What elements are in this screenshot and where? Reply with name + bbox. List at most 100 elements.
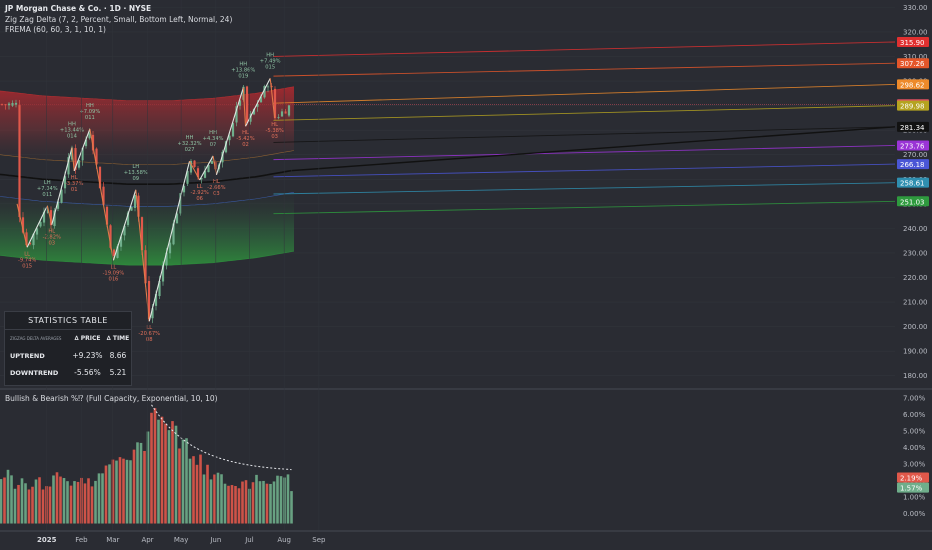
candle-bull [263,86,266,98]
indicator-bar-bull [157,419,160,524]
projection-line [273,182,896,195]
indicator-bar-bull [223,483,227,524]
chart-title: JP Morgan Chase & Co. · 1D · NYSE [5,4,152,13]
zigzag-labels: LL -9.74% 015 LH +7.04% 011 HL -2.82% 03 HH +13.44… [18,52,284,343]
indicator-value-label: 2.19% [900,474,923,482]
price-tag [897,177,929,188]
zigzag-segment [51,147,73,225]
indicator-bar-bull [139,442,143,524]
indicator-bar-bear [199,454,202,524]
indicator-bar-bear [69,485,73,524]
candle-bull [11,103,14,106]
indicator-bar-bear [244,480,248,524]
candle-bear [109,225,112,248]
price-axis-tick: 220.00 [903,274,928,282]
indicator-axis-tick: 6.00% [903,411,926,419]
indicator-axis-tick: 4.00% [903,444,926,452]
zigzag-pivot-label: HH +4.34% 07 [203,130,224,148]
candle-bear [140,217,144,251]
indicator-bar-bear [206,464,209,524]
indicator-bar-bull [286,474,290,524]
zigzag-segment [16,203,28,248]
indicator-bar-bear [31,486,34,524]
price-tag [897,159,929,170]
price-tag-label: 315.90 [900,39,925,47]
candle-bull [154,293,158,306]
indicator-envelope [151,404,292,471]
candle-bull [231,123,235,137]
zigzag-pivot-label: LL -20.67% 08 [138,325,160,343]
indicator-bar-bull [6,469,10,524]
candle-bull [221,151,224,163]
zigzag-segment [71,147,75,171]
projection-line [273,200,896,215]
indicator-bar-bear [143,450,146,524]
candle-bull [158,280,161,297]
indicator-bar-bear [178,448,181,524]
candle-bear [18,105,21,218]
price-axis-tick: 180.00 [903,372,928,380]
stats-row-uptrend: UPTREND +9.23% 8.66 [5,347,131,364]
candle-bull [32,233,35,246]
price-axis-tick: 320.00 [903,28,928,36]
candle-bear [144,250,147,284]
candle-bull [280,111,284,117]
ema-projection [291,126,896,172]
indicator-bar-bear [241,481,244,524]
bull-bear-indicator-label[interactable]: Bullish & Bearish %⁉ (Full Capacity, Exp… [5,394,218,403]
indicator-bar-bear [265,483,269,524]
indicator-bar-bear [150,412,153,524]
indicator-bar-bull [209,479,213,524]
projection-line [273,145,896,161]
candle-bear [4,104,7,106]
indicator-axis-tick: 0.00% [903,510,926,518]
price-tag [897,36,929,47]
indicator-bar-bear [237,488,241,524]
zigzag-pivot-label: HH +7.09% 011 [79,103,100,121]
price-tag [897,58,929,69]
zigzag-pivot-label: LH +13.58% 09 [124,164,148,182]
candle-bull [228,135,231,141]
candle-bull [256,104,259,107]
zigzag-pivot-label: HH +13.44% 014 [60,122,84,140]
candle-bull [168,242,172,254]
stats-col-time: ∆ TIME [106,335,130,342]
price-axis-tick: 240.00 [903,225,928,233]
price-tag-label: 266.18 [900,161,925,169]
zigzag-segment [135,189,150,322]
candle-bear [273,88,277,119]
candle-bear [196,168,200,178]
price-axis-tick: 190.00 [903,348,928,356]
candle-bull [179,193,182,214]
projection-line [273,83,896,104]
indicator-bar-bear [230,485,234,524]
candle-bull [53,210,56,227]
price-axis-tick: 310.00 [903,53,928,61]
zigzag-indicator-label[interactable]: Zig Zag Delta (7, 2, Percent, Small, Bot… [5,15,233,24]
indicator-bar-bull [115,460,118,524]
candle-bear [98,166,102,189]
candle-bull [39,222,42,227]
indicator-bar-bull [216,472,220,524]
indicator-axis-tick: 1.00% [903,494,926,502]
indicator-axis-tick: 5.00% [903,428,926,436]
indicator-bar-bear [90,486,94,524]
indicator-bar-bull [167,430,171,524]
indicator-bar-bull [272,481,276,524]
time-axis-tick: Feb [75,536,88,544]
candle-bear [91,134,95,151]
candle-bull [161,265,165,282]
candle-bull [7,103,11,106]
projection-line [273,62,896,77]
band-line [0,250,295,266]
projection-line [273,126,896,143]
time-axis-tick: Jun [209,536,221,544]
lower-band-fill [0,192,294,266]
price-tag-label: 251.03 [900,198,925,206]
indicator-bar-bear [41,489,45,524]
candle-bull [172,223,175,245]
candle-bull [182,185,186,193]
frema-indicator-label[interactable]: FREMA (60, 60, 3, 1, 10, 1) [5,25,106,34]
candle-bear [25,232,28,246]
